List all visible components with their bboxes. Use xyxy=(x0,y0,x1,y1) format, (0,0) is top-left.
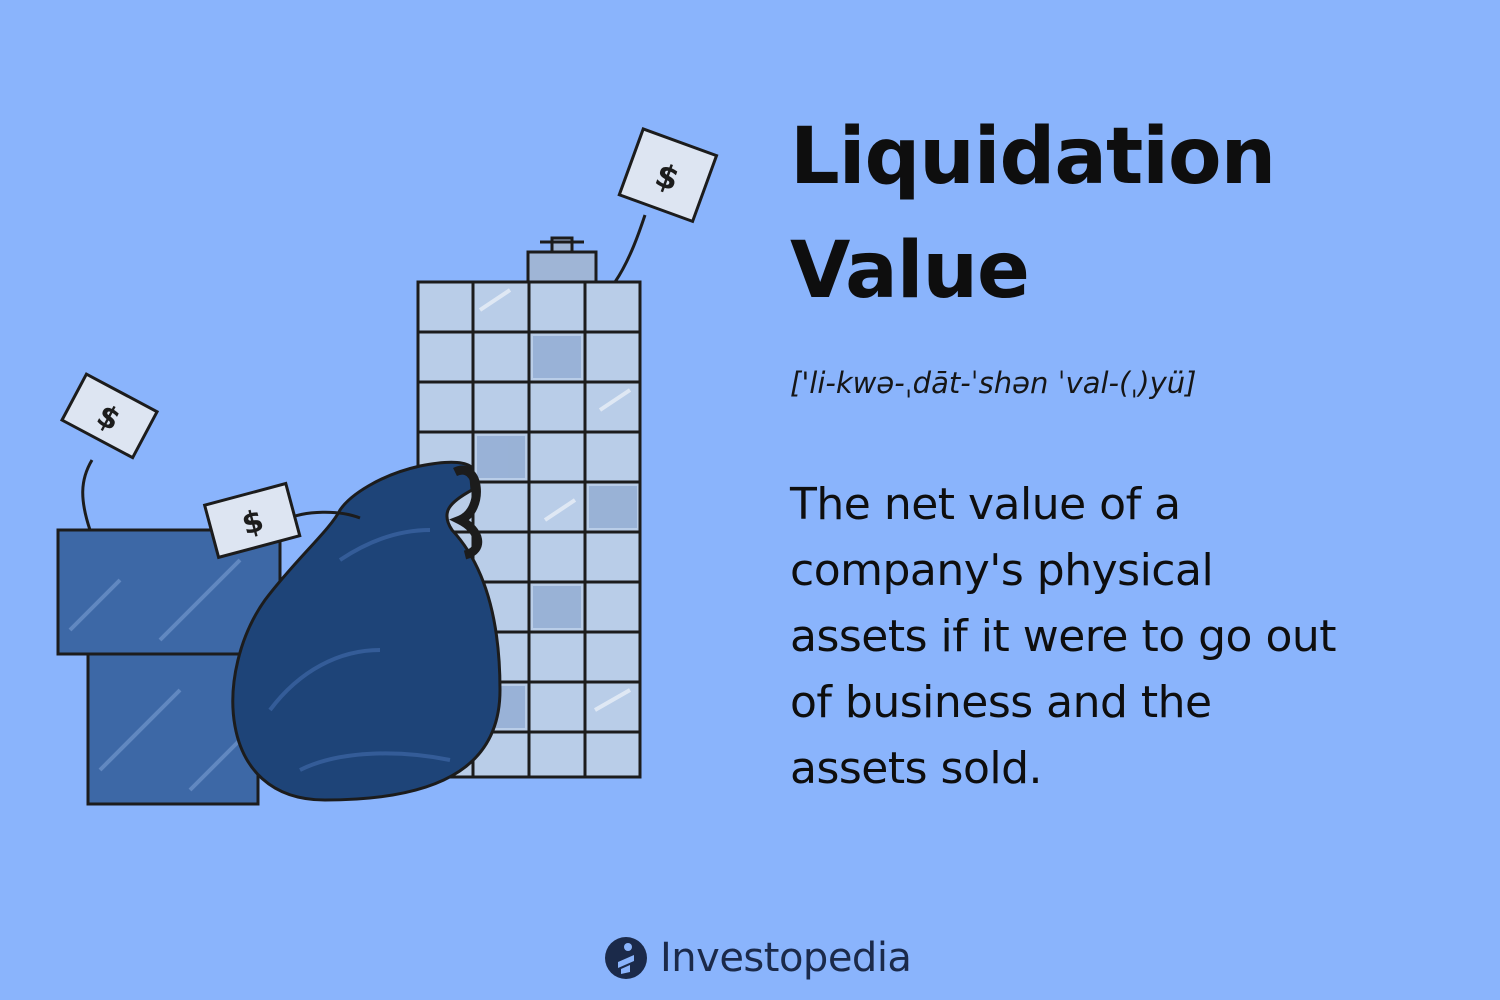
title-line-1: Liquidation xyxy=(790,112,1276,202)
illustration: $ $ $ xyxy=(40,110,760,830)
investopedia-logo-icon xyxy=(605,937,647,979)
page-title: Liquidation Value xyxy=(790,100,1470,328)
pronunciation: ['li-kwə-ˌdāt-ˈshən ˈval-(ˌ)yü] xyxy=(790,366,1197,400)
brand-logo: Investopedia xyxy=(604,930,912,986)
definition-text: The net value of a company's physical as… xyxy=(790,472,1450,802)
price-tag-icon: $ $ $ xyxy=(59,127,719,560)
definition-line: assets if it were to go out xyxy=(790,611,1337,662)
brand-name: Investopedia xyxy=(660,935,912,981)
title-line-2: Value xyxy=(790,226,1030,316)
money-bag-icon xyxy=(231,460,502,802)
definition-line: The net value of a xyxy=(790,479,1181,530)
definition-line: assets sold. xyxy=(790,743,1043,794)
definition-line: of business and the xyxy=(790,677,1212,728)
liquidation-illustration: $ $ $ xyxy=(56,127,719,806)
definition-line: company's physical xyxy=(790,545,1214,596)
